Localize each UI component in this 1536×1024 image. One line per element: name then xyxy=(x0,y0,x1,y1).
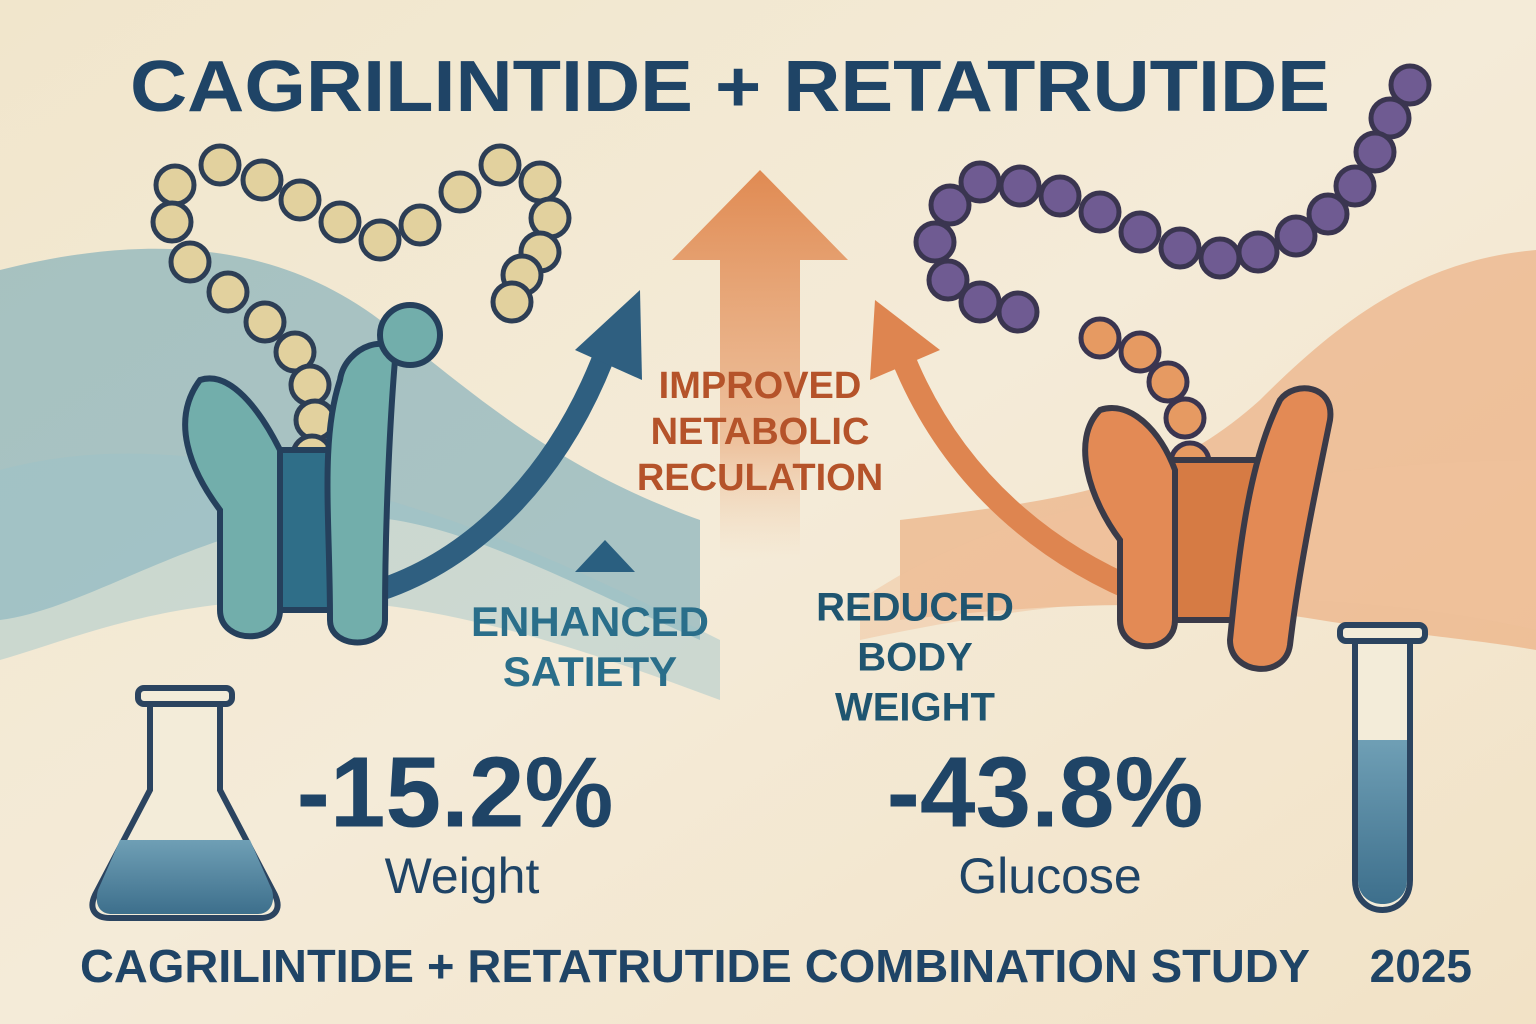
center-label-line: IMPROVED xyxy=(659,365,862,407)
right-label-line: BODY xyxy=(857,636,973,680)
bead xyxy=(1038,174,1082,218)
bead xyxy=(913,220,957,264)
bead xyxy=(318,200,362,244)
bead xyxy=(288,363,332,407)
bead xyxy=(518,160,562,204)
left-peptide xyxy=(150,143,572,477)
up-arrow xyxy=(672,170,848,560)
blue-arrow-head xyxy=(575,290,642,380)
bead xyxy=(150,200,194,244)
left-label-line: SATIETY xyxy=(503,648,677,695)
bead xyxy=(358,218,402,262)
stat-label: Glucose xyxy=(958,848,1141,904)
flask xyxy=(89,685,281,921)
bead xyxy=(490,280,534,324)
bead xyxy=(1388,63,1432,107)
bead xyxy=(1333,164,1377,208)
bead xyxy=(1274,214,1318,258)
title: CAGRILINTIDE + RETATRUTIDE xyxy=(130,47,1330,127)
bead xyxy=(478,143,522,187)
bead xyxy=(1078,190,1122,234)
right-label-line: WEIGHT xyxy=(835,686,995,730)
right-label-line: REDUCED xyxy=(816,586,1014,630)
bead xyxy=(1353,130,1397,174)
bead xyxy=(206,270,250,314)
bead xyxy=(168,240,212,284)
blue-arrow xyxy=(376,336,621,601)
bead xyxy=(1078,316,1122,360)
bead xyxy=(1306,192,1350,236)
orange-arrow xyxy=(888,345,1165,612)
bead xyxy=(1198,236,1242,280)
bead xyxy=(1146,360,1190,404)
footer-year: 2025 xyxy=(1370,940,1472,992)
left-label-line: ENHANCED xyxy=(471,598,709,645)
bead xyxy=(996,290,1040,334)
left-receptor xyxy=(182,302,443,646)
right-receptor xyxy=(1082,385,1334,672)
bead xyxy=(1118,330,1162,374)
bead xyxy=(958,280,1002,324)
small-triangle xyxy=(575,540,635,572)
bead xyxy=(998,164,1042,208)
bead xyxy=(1163,396,1207,440)
footer-text: CAGRILINTIDE + RETATRUTIDE COMBINATION S… xyxy=(80,940,1310,992)
bead xyxy=(1158,226,1202,270)
stat-label: Weight xyxy=(385,848,540,904)
bead xyxy=(198,143,242,187)
bead xyxy=(958,160,1002,204)
right-peptide xyxy=(913,63,1432,484)
bead xyxy=(398,203,442,247)
bead xyxy=(926,258,970,302)
bead xyxy=(278,178,322,222)
bead xyxy=(1236,230,1280,274)
orange-arrow-head xyxy=(870,300,940,380)
bead xyxy=(240,158,284,202)
stat-value: -43.8% xyxy=(887,736,1204,848)
bead xyxy=(928,183,972,227)
center-label-line: NETABOLIC xyxy=(651,411,870,453)
center-label-line: RECULATION xyxy=(637,457,883,499)
test-tube xyxy=(1337,622,1428,913)
bead xyxy=(243,300,287,344)
bead xyxy=(438,170,482,214)
bead xyxy=(153,163,197,207)
stat-value: -15.2% xyxy=(297,736,614,848)
bead xyxy=(1118,210,1162,254)
